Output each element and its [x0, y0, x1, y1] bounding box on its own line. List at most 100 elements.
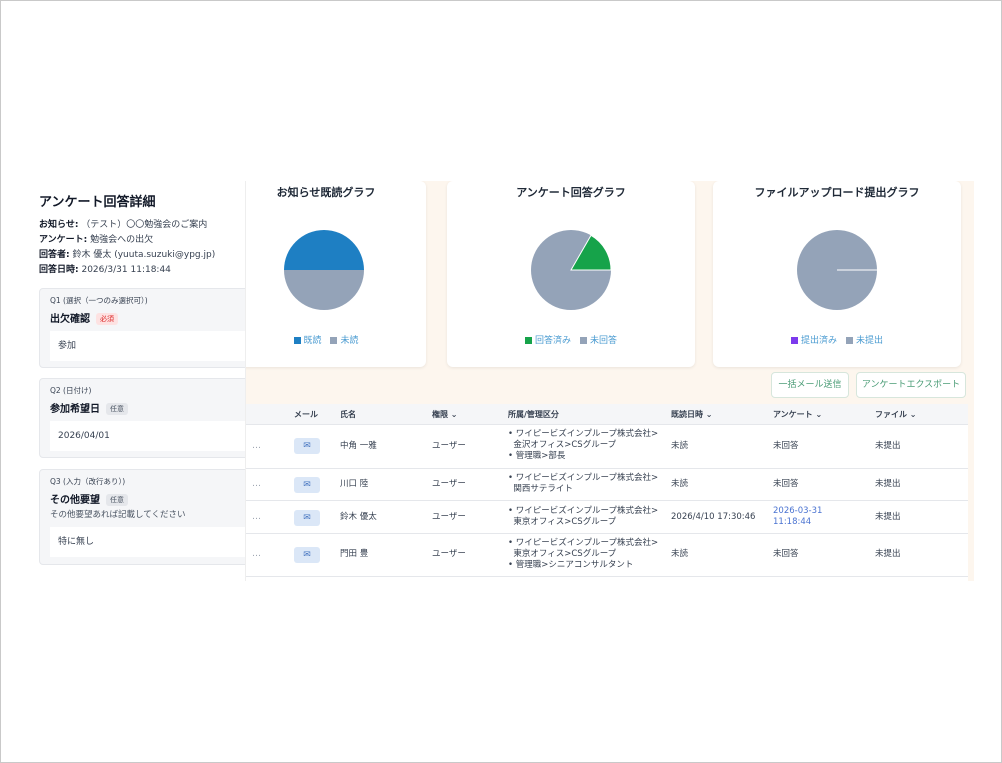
- panel-title: アンケート回答詳細: [39, 195, 156, 210]
- row-name: 鈴木 優太: [340, 512, 377, 522]
- col-role[interactable]: 権限 ⌄: [432, 410, 458, 419]
- table-row: … ✉ 鈴木 優太 ユーザー • ワイピービズインプループ株式会社> 東京オフィ…: [246, 501, 968, 534]
- mail-button[interactable]: ✉: [294, 547, 320, 563]
- answer-value: 特に無し: [50, 527, 245, 557]
- row-dept: • ワイピービズインプループ株式会社> 東京オフィス>CSグループ: [508, 506, 658, 528]
- question-description: その他要望あれば記載してください: [50, 510, 186, 520]
- chevron-down-icon: ⌄: [909, 410, 917, 419]
- pie-slice-answered: [570, 234, 612, 271]
- table-row: … ✉ 中角 一雅 ユーザー • ワイピービズインプループ株式会社> 金沢オフィ…: [246, 425, 968, 469]
- question-card-q2: Q2 (日付け) 参加希望日 任意 2026/04/01: [39, 378, 245, 458]
- row-name: 中角 一雅: [340, 441, 377, 451]
- survey-chart-legend: 回答済み 未回答: [447, 333, 695, 346]
- legend-item-unread: 未読: [330, 333, 358, 346]
- meta-survey: アンケート: 勉強会への出欠: [39, 235, 154, 245]
- meta-date: 回答日時: 2026/3/31 11:18:44: [39, 265, 171, 275]
- chevron-down-icon: ⌄: [705, 410, 713, 419]
- row-role: ユーザー: [432, 549, 466, 559]
- read-chart-card: お知らせ既読グラフ 既読 未読: [246, 181, 426, 367]
- col-mail[interactable]: メール: [294, 410, 318, 419]
- dept-line: • 管理職>部長: [508, 451, 566, 461]
- dept-line: • 管理職>シニアコンサルタント: [508, 560, 634, 570]
- question-card-q1: Q1 (選択（一つのみ選択可）) 出欠確認 必須 参加: [39, 288, 245, 368]
- chevron-down-icon: ⌄: [815, 410, 823, 419]
- recipient-table: メール 氏名 権限 ⌄ 所属/管理区分 既読日時 ⌄ アンケート ⌄ ファイル …: [246, 404, 968, 581]
- row-role: ユーザー: [432, 441, 466, 451]
- row-read-date: 未読: [671, 549, 689, 559]
- survey-pie-chart: [531, 230, 612, 310]
- optional-badge: 任意: [106, 494, 128, 506]
- pie-slice-read: [284, 230, 364, 270]
- question-label: Q2 (日付け): [50, 386, 92, 395]
- row-file: 未提出: [875, 549, 901, 559]
- chevron-down-icon: ⌄: [450, 410, 458, 419]
- bulk-mail-button[interactable]: 一括メール送信: [771, 372, 849, 398]
- meta-notice: お知らせ: （テスト）〇〇勉強会のご案内: [39, 220, 208, 230]
- mail-icon: ✉: [303, 480, 311, 490]
- row-dept: • ワイピービズインプループ株式会社> 金沢オフィス>CSグループ • 管理職>…: [508, 429, 658, 462]
- dept-line: • ワイピービズインプループ株式会社>: [508, 506, 659, 516]
- mail-button[interactable]: ✉: [294, 438, 320, 454]
- survey-chart-title: アンケート回答グラフ: [516, 186, 626, 199]
- upload-chart-card: ファイルアップロード提出グラフ 提出済み 未提出: [713, 181, 961, 367]
- row-name: 門田 豊: [340, 549, 369, 559]
- question-title: 出欠確認 必須: [50, 310, 118, 325]
- dept-line: 東京オフィス>CSグループ: [513, 517, 617, 527]
- dept-line: • ワイピービズインプループ株式会社>: [508, 473, 659, 483]
- row-survey: 未回答: [773, 441, 799, 451]
- legend-item-not-submitted: 未提出: [845, 333, 883, 346]
- mail-icon: ✉: [303, 441, 311, 451]
- legend-item-unanswered: 未回答: [579, 333, 617, 346]
- mail-button[interactable]: ✉: [294, 477, 320, 493]
- row-role: ユーザー: [432, 512, 466, 522]
- col-survey[interactable]: アンケート ⌄: [773, 410, 823, 419]
- optional-badge: 任意: [106, 403, 128, 415]
- row-menu[interactable]: …: [252, 479, 261, 489]
- meta-respondent: 回答者: 鈴木 優太 (yuuta.suzuki@ypg.jp): [39, 250, 216, 260]
- survey-export-button[interactable]: アンケートエクスポート: [856, 372, 966, 398]
- row-dept: • ワイピービズインプループ株式会社> 東京オフィス>CSグループ • 管理職>…: [508, 538, 658, 571]
- col-dept[interactable]: 所属/管理区分: [508, 410, 559, 419]
- row-survey: 未回答: [773, 479, 799, 489]
- table-row: … ✉ 門田 豊 ユーザー • ワイピービズインプループ株式会社> 東京オフィス…: [246, 534, 968, 577]
- row-role: ユーザー: [432, 479, 466, 489]
- row-name: 川口 陸: [340, 479, 369, 489]
- row-read-date: 未読: [671, 441, 689, 451]
- col-name[interactable]: 氏名: [340, 410, 356, 419]
- row-read-date: 未読: [671, 479, 689, 489]
- row-file: 未提出: [875, 441, 901, 451]
- pie-slice-unread: [284, 270, 364, 310]
- row-dept: • ワイピービズインプループ株式会社> 関西サテライト: [508, 473, 658, 495]
- mail-icon: ✉: [303, 550, 311, 560]
- answer-value: 参加: [50, 331, 245, 361]
- row-survey-link[interactable]: 2026-03-31 11:18:44: [773, 506, 823, 527]
- row-read-date: 2026/4/10 17:30:46: [671, 512, 756, 522]
- col-read-date[interactable]: 既読日時 ⌄: [671, 410, 713, 419]
- row-menu[interactable]: …: [252, 549, 261, 559]
- required-badge: 必須: [96, 313, 118, 325]
- dashboard-area: お知らせ既読グラフ 既読 未読 アンケート回答グラフ 回答済み 未回答 ファイル…: [246, 181, 974, 581]
- survey-answer-panel: アンケート回答詳細 お知らせ: （テスト）〇〇勉強会のご案内 アンケート: 勉強…: [25, 181, 246, 581]
- upload-chart-title: ファイルアップロード提出グラフ: [754, 186, 920, 199]
- row-survey: 未回答: [773, 549, 799, 559]
- question-label: Q3 (入力（改行あり）): [50, 477, 126, 486]
- mail-button[interactable]: ✉: [294, 510, 320, 526]
- legend-item-answered: 回答済み: [525, 333, 571, 346]
- row-file: 未提出: [875, 479, 901, 489]
- dept-line: • ワイピービズインプループ株式会社>: [508, 538, 659, 548]
- answer-value: 2026/04/01: [50, 421, 245, 451]
- row-menu[interactable]: …: [252, 512, 261, 522]
- question-label: Q1 (選択（一つのみ選択可）): [50, 296, 148, 305]
- question-card-q3: Q3 (入力（改行あり）) その他要望 任意 その他要望あれば記載してください 特…: [39, 469, 245, 565]
- dept-line: 金沢オフィス>CSグループ: [513, 440, 617, 450]
- upload-pie-chart: [797, 230, 877, 310]
- dept-line: 東京オフィス>CSグループ: [513, 549, 617, 559]
- dept-line: 関西サテライト: [513, 484, 573, 494]
- read-chart-title: お知らせ既読グラフ: [276, 186, 376, 199]
- survey-chart-card: アンケート回答グラフ 回答済み 未回答: [447, 181, 695, 367]
- legend-item-submitted: 提出済み: [791, 333, 837, 346]
- col-file[interactable]: ファイル ⌄: [875, 410, 917, 419]
- row-menu[interactable]: …: [252, 441, 261, 451]
- read-pie-chart: [284, 230, 364, 310]
- dept-line: • ワイピービズインプループ株式会社>: [508, 429, 659, 439]
